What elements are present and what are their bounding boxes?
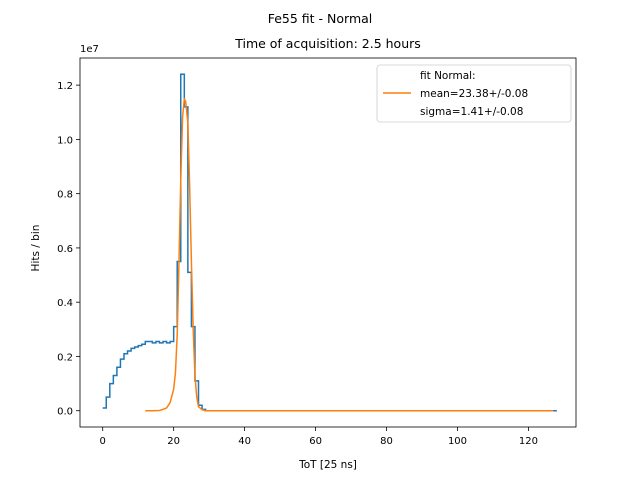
x-tick-label: 40 <box>238 436 251 447</box>
x-tick-label: 120 <box>519 436 538 447</box>
y-tick-label: 0.2 <box>57 352 73 363</box>
legend-sigma-line: sigma=1.41+/-0.08 <box>420 106 523 118</box>
y-axis-offset-text: 1e7 <box>80 44 99 55</box>
y-tick-label: 1.0 <box>57 135 73 146</box>
y-tick-label: 1.2 <box>57 81 73 92</box>
fit-series <box>145 97 554 412</box>
x-axis-label: ToT [25 ns] <box>298 459 357 471</box>
y-tick-label: 0.8 <box>57 190 73 201</box>
y-axis-label: Hits / bin <box>30 225 42 272</box>
legend-mean-line: mean=23.38+/-0.08 <box>420 88 528 100</box>
y-tick-label: 0.0 <box>57 407 73 418</box>
plot-area <box>102 73 557 412</box>
y-tick-label: 0.4 <box>57 298 73 309</box>
y-tick-label: 0.6 <box>57 244 73 255</box>
chart-subtitle: Time of acquisition: 2.5 hours <box>234 36 421 51</box>
x-tick-label: 0 <box>100 436 106 447</box>
x-axis: 0 20 40 60 80 100 120 <box>100 427 538 447</box>
x-tick-label: 80 <box>380 436 393 447</box>
x-tick-label: 60 <box>309 436 322 447</box>
legend: fit Normal: mean=23.38+/-0.08 sigma=1.41… <box>376 64 572 123</box>
x-tick-label: 100 <box>448 436 467 447</box>
chart-title: Fe55 fit - Normal <box>268 11 373 26</box>
plot-frame <box>79 57 577 428</box>
y-axis: 0.0 0.2 0.4 0.6 0.8 1.0 1.2 <box>57 81 80 418</box>
x-tick-label: 20 <box>167 436 180 447</box>
legend-frame <box>376 64 572 123</box>
legend-title-line: fit Normal: <box>420 70 476 82</box>
histogram-series <box>102 73 557 412</box>
